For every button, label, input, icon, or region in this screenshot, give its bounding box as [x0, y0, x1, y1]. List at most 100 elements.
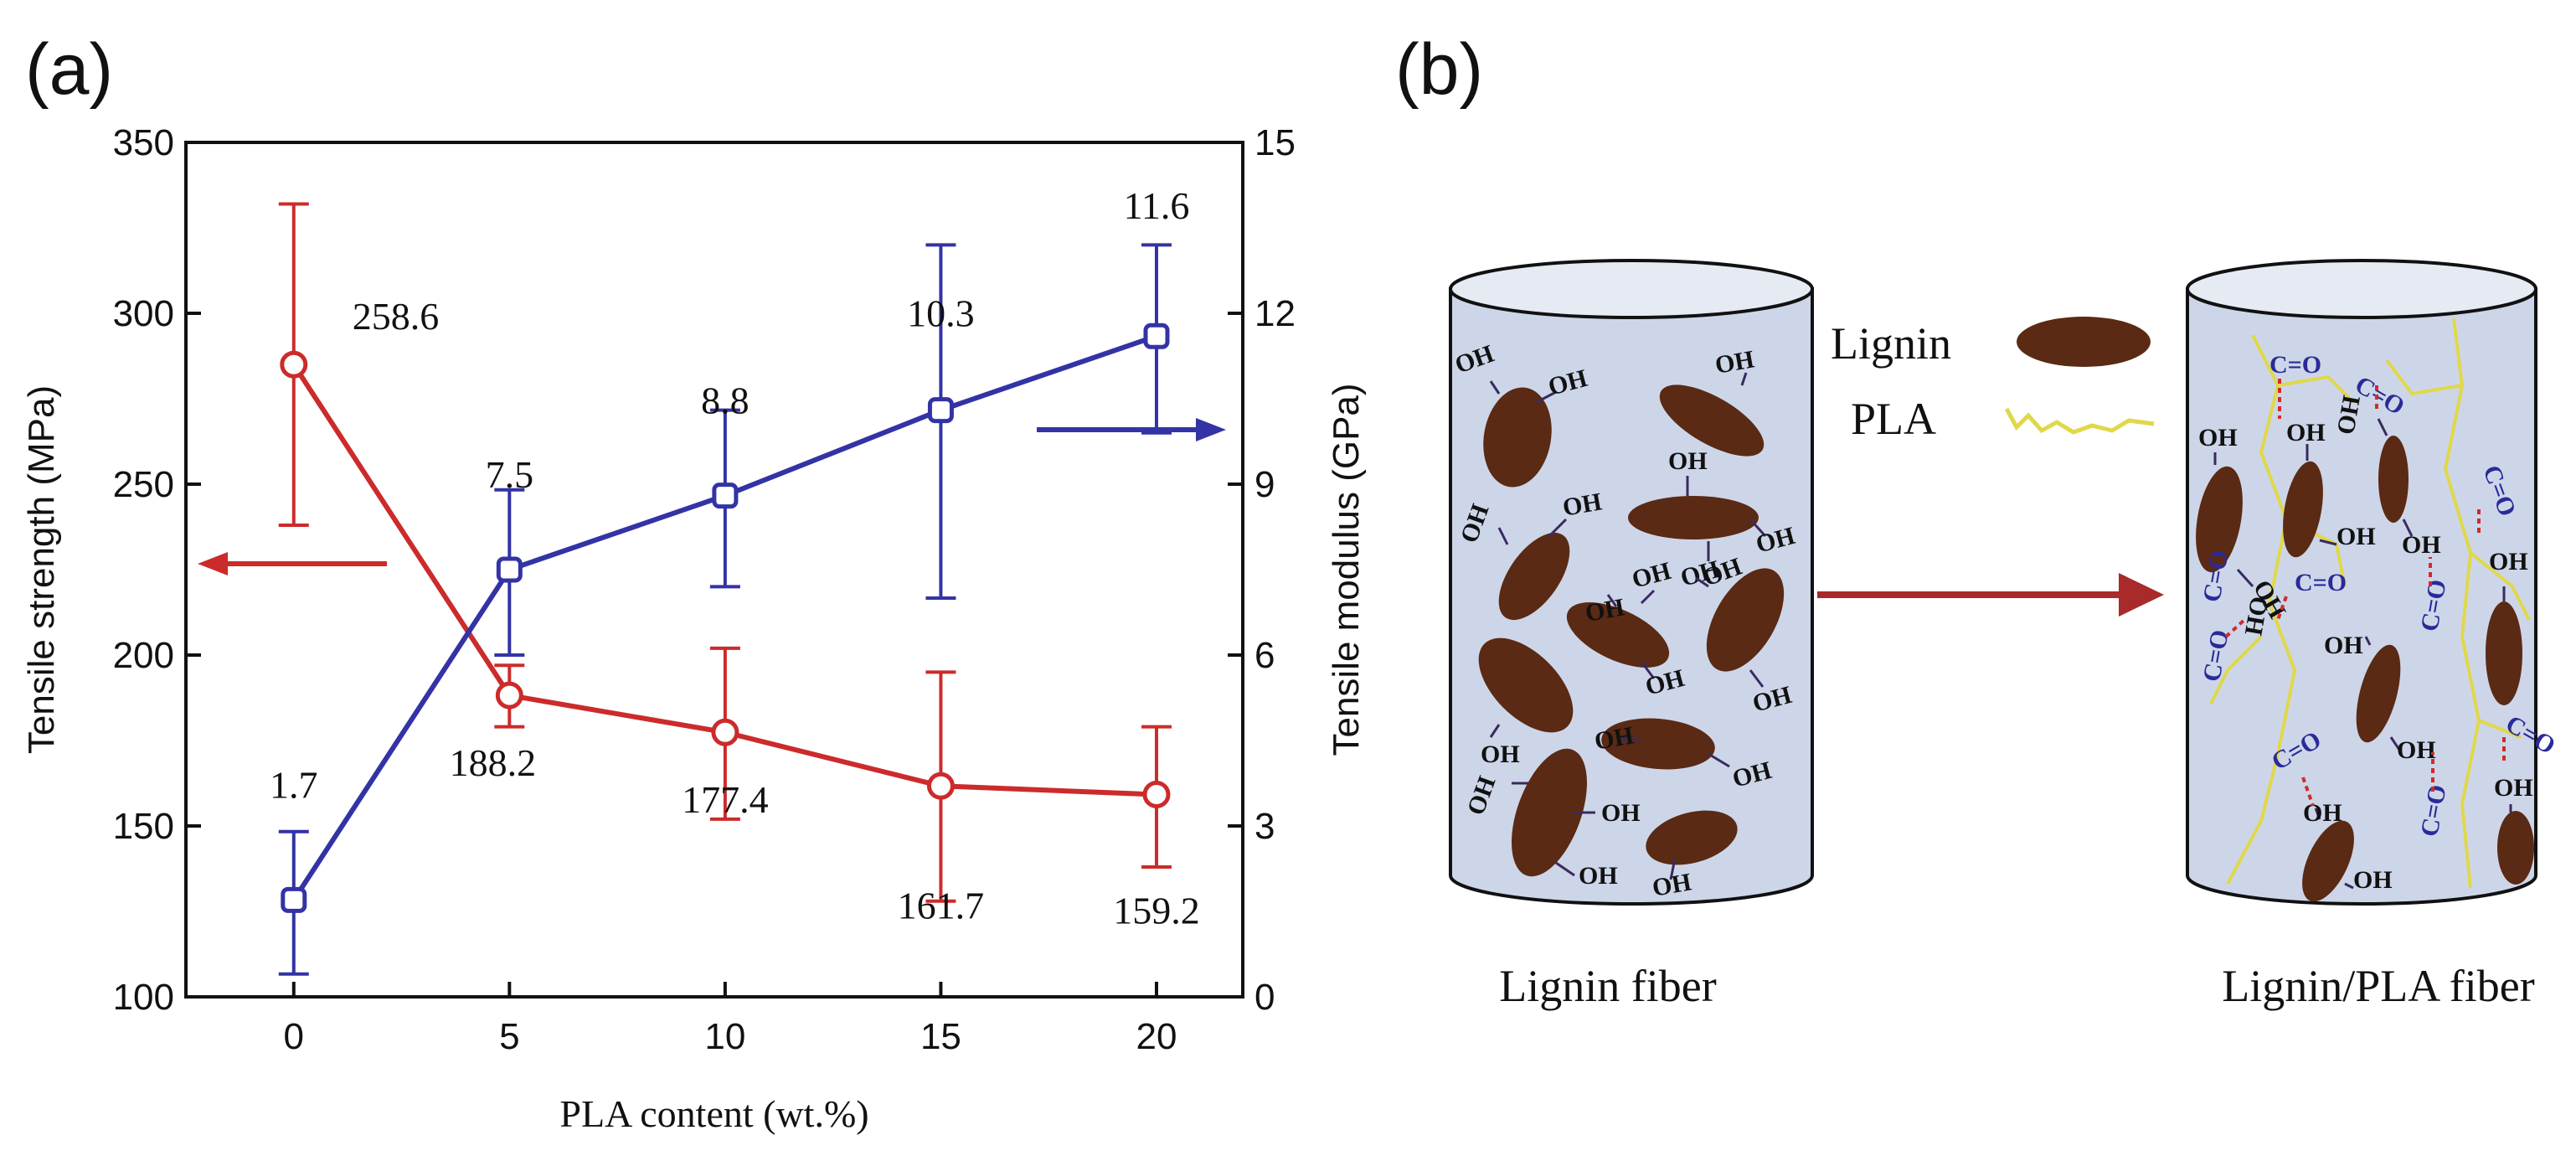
data-point — [280, 350, 308, 379]
y-axis-label: Tensile strength (MPa) — [21, 385, 62, 754]
hydrogen-bond — [2224, 618, 2246, 638]
legend-lignin-label: Lignin — [1831, 318, 1951, 369]
bond-line — [1640, 661, 1656, 679]
hydroxyl-label: OH — [1583, 593, 1626, 627]
data-point — [281, 886, 307, 913]
legend-pla-label: PLA — [1851, 394, 1936, 444]
hydroxyl-label: OH — [1560, 488, 1604, 522]
right-caption: Lignin/PLA fiber — [2222, 961, 2534, 1011]
y-axis-right: 0 3 6 9 12 15 — [1228, 122, 1296, 1018]
y2-tick-label: 12 — [1255, 293, 1296, 334]
lignin-particle — [1601, 718, 1715, 770]
data-label: 11.6 — [1124, 184, 1190, 227]
bond-line — [2319, 539, 2337, 546]
hydroxyl-label: HO — [2239, 595, 2274, 638]
data-label: 159.2 — [1113, 889, 1200, 932]
hydroxyl-label: OH — [2353, 866, 2393, 894]
hydroxyl-label: OH — [1592, 721, 1636, 756]
carbonyl-label: C=O — [2269, 351, 2321, 379]
x-tick-label: 15 — [920, 1016, 961, 1057]
lignin-particle — [2356, 644, 2401, 743]
bond-line — [1606, 594, 1618, 607]
chart-a: 0 5 10 15 20 100 150 200 250 300 350 0 3 6 9 12 15 258… — [21, 122, 1367, 1135]
bond-line — [1555, 861, 1575, 877]
y-tick-label: 350 — [113, 122, 174, 163]
pla-chains — [2209, 317, 2531, 889]
x-tick-label: 5 — [499, 1016, 519, 1057]
bond-line — [2344, 882, 2354, 890]
data-label: 161.7 — [898, 884, 985, 926]
hydroxyl-label: OH — [2331, 394, 2366, 437]
data-point — [712, 483, 739, 509]
bond-line — [1708, 752, 1730, 768]
y-tick-label: 100 — [113, 977, 174, 1018]
bond-line — [1640, 589, 1656, 605]
bond-line — [1536, 390, 1557, 404]
hydroxyl-label: OH — [2324, 632, 2363, 659]
lignin-particle — [1646, 810, 1738, 865]
hydroxyl-label: OH — [2397, 736, 2436, 764]
plot-frame — [184, 141, 1244, 999]
hydroxyl-label: OH — [2303, 799, 2342, 827]
bond-line — [1740, 372, 1748, 386]
y2-tick-label: 0 — [1255, 977, 1275, 1018]
data-point — [495, 681, 523, 710]
lignin-particle — [2196, 466, 2243, 573]
data-label: 8.8 — [701, 379, 750, 422]
x-axis: 0 5 10 15 20 — [284, 982, 1177, 1057]
lignin-particle — [1498, 532, 1570, 621]
hydroxyl-label: OH — [1668, 447, 1708, 475]
hydroxyl-label: OH — [1713, 345, 1756, 379]
lignin-particle — [2302, 820, 2354, 902]
hydroxyl-label: OH — [2336, 523, 2376, 550]
bond-line — [2314, 808, 2321, 820]
lignin-particle — [2497, 811, 2534, 885]
panel-label-a: (a) — [25, 29, 113, 110]
legend-pla-swatch — [2004, 407, 2155, 435]
legend-lignin-swatch — [2017, 317, 2151, 367]
x-tick-label: 20 — [1136, 1016, 1177, 1057]
bond-line — [1548, 518, 1568, 538]
hydroxyl-label: OH — [2494, 774, 2533, 802]
y2-tick-label: 9 — [1255, 464, 1275, 505]
lignin-particle — [1628, 496, 1759, 539]
y-tick-label: 250 — [113, 464, 174, 505]
data-point — [926, 772, 955, 800]
left-caption: Lignin fiber — [1499, 961, 1716, 1011]
transform-arrow — [1817, 573, 2164, 617]
hydroxyl-label: OH — [2286, 419, 2326, 446]
series-tensile-modulus: 1.7 7.5 8.8 10.3 11.6 — [270, 184, 1190, 976]
bond-line — [2236, 568, 2254, 588]
x-tick-label: 10 — [704, 1016, 745, 1057]
panel-label-b: (b) — [1395, 29, 1483, 110]
x-tick-label: 0 — [284, 1016, 304, 1057]
x-axis-label: PLA content (wt.%) — [559, 1092, 868, 1135]
series-layer: 258.6 188.2 177.4 161.7 159.2 1.7 7.5 8.8 10.3 11… — [270, 184, 1200, 976]
bond-line — [2364, 636, 2372, 646]
data-point — [1143, 323, 1170, 349]
lignin-particle — [1478, 637, 1574, 733]
y-tick-label: 150 — [113, 806, 174, 847]
hydroxyl-label: OH — [1481, 741, 1520, 768]
lignin-particle — [2486, 601, 2522, 705]
lignin-particle — [2378, 436, 2409, 523]
bond-line — [1749, 518, 1767, 538]
y-tick-label: 300 — [113, 293, 174, 334]
data-label: 1.7 — [270, 763, 318, 806]
lignin-particle — [1659, 384, 1765, 457]
bond-line — [2389, 736, 2401, 751]
data-label: 10.3 — [907, 292, 975, 335]
lignin-particle — [1706, 568, 1785, 672]
bond-line — [1695, 576, 1709, 588]
data-point — [711, 718, 739, 746]
bond-line — [1489, 724, 1501, 738]
bond-line — [1497, 527, 1509, 545]
series-tensile-strength: 258.6 188.2 177.4 161.7 159.2 — [278, 202, 1200, 932]
data-point — [496, 556, 523, 583]
hydroxyl-label: OH — [1579, 862, 1618, 890]
left-axis-arrow — [198, 552, 387, 575]
y2-tick-label: 6 — [1255, 635, 1275, 676]
